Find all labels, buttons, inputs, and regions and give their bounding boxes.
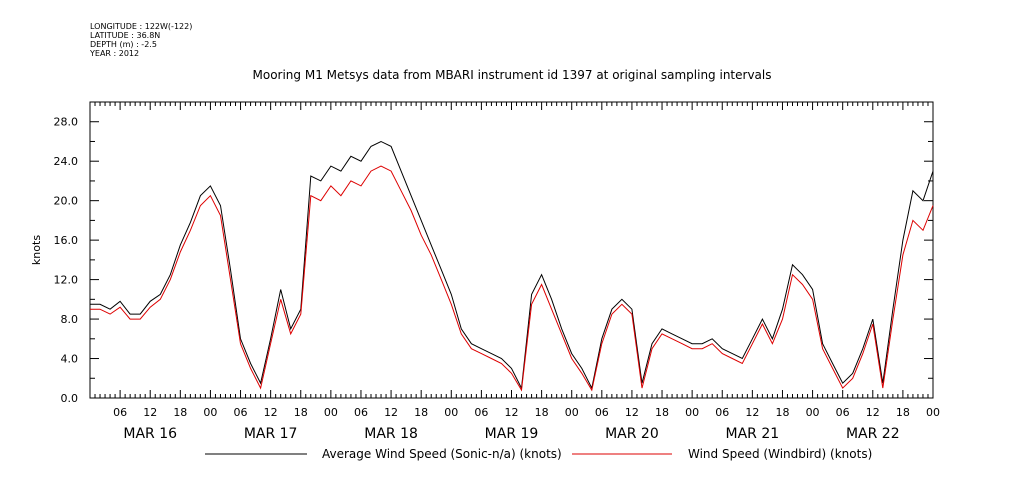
y-axis-title: knots	[30, 235, 43, 265]
chart-title: Mooring M1 Metsys data from MBARI instru…	[253, 68, 772, 82]
x-day-label: MAR 22	[846, 426, 900, 442]
y-tick-label: 28.0	[54, 116, 79, 129]
depth-text: DEPTH (m) : -2.5	[90, 40, 157, 49]
x-tick-label: 06	[234, 406, 248, 419]
year-text: YEAR : 2012	[90, 49, 140, 58]
x-tick-label: 06	[595, 406, 609, 419]
x-tick-label: 12	[384, 406, 398, 419]
series-layer	[90, 140, 934, 392]
x-tick-label: 06	[354, 406, 368, 419]
x-day-label: MAR 21	[726, 426, 780, 442]
x-tick-label: 06	[715, 406, 729, 419]
x-tick-label: 00	[444, 406, 458, 419]
legend-label-windbird: Wind Speed (Windbird) (knots)	[688, 447, 872, 461]
longitude-text: LONGITUDE : 122W(-122)	[90, 22, 193, 31]
x-tick-label: 00	[806, 406, 820, 419]
x-tick-label: 06	[113, 406, 127, 419]
x-axis-hour-labels: 06 12 18 00 06 12 18 00 06 12 18 00 06 12 18 00 06 12 18 00…	[113, 406, 940, 419]
metadata-block: LONGITUDE : 122W(-122) LATITUDE : 36.8N DE…	[90, 22, 192, 58]
legend: Average Wind Speed (Sonic-n/a) (knots) W…	[205, 447, 872, 461]
legend-label-sonic: Average Wind Speed (Sonic-n/a) (knots)	[322, 447, 562, 461]
x-tick-label: 00	[203, 406, 217, 419]
x-tick-label: 12	[866, 406, 880, 419]
x-tick-label: 00	[324, 406, 338, 419]
x-tick-label: 18	[655, 406, 669, 419]
y-tick-label: 4.0	[61, 353, 79, 366]
x-tick-label: 06	[474, 406, 488, 419]
x-tick-label: 00	[926, 406, 940, 419]
x-day-label: MAR 19	[485, 426, 539, 442]
x-tick-label: 00	[685, 406, 699, 419]
y-tick-label: 24.0	[54, 155, 79, 168]
y-tick-label: 0.0	[61, 392, 79, 405]
plot-frame	[89, 101, 934, 399]
x-tick-label: 18	[294, 406, 308, 419]
x-tick-label: 06	[836, 406, 850, 419]
x-tick-label: 18	[896, 406, 910, 419]
x-day-label: MAR 16	[123, 426, 177, 442]
y-axis-labels: 0.0 4.0 8.0 12.0 16.0 20.0 24.0 28.0	[54, 116, 79, 405]
x-tick-label: 12	[505, 406, 519, 419]
y-tick-label: 16.0	[54, 234, 79, 247]
latitude-text: LATITUDE : 36.8N	[90, 31, 161, 40]
y-tick-label: 12.0	[54, 274, 79, 287]
x-day-label: MAR 18	[364, 426, 418, 442]
x-tick-label: 18	[775, 406, 789, 419]
x-tick-label: 18	[414, 406, 428, 419]
series-line-sonic	[90, 140, 934, 390]
y-tick-label: 20.0	[54, 195, 79, 208]
x-day-label: MAR 17	[244, 426, 298, 442]
x-tick-label: 12	[143, 406, 157, 419]
x-axis-day-labels: MAR 16 MAR 17 MAR 18 MAR 19 MAR 20 MAR 21 MAR …	[123, 426, 899, 442]
y-tick-label: 8.0	[61, 313, 79, 326]
axis-ticks	[89, 101, 934, 399]
x-tick-label: 12	[264, 406, 278, 419]
x-tick-label: 12	[625, 406, 639, 419]
x-tick-label: 18	[535, 406, 549, 419]
x-tick-label: 00	[565, 406, 579, 419]
x-day-label: MAR 20	[605, 426, 659, 442]
x-tick-label: 12	[745, 406, 759, 419]
x-tick-label: 18	[173, 406, 187, 419]
series-line-windbird	[90, 165, 934, 392]
